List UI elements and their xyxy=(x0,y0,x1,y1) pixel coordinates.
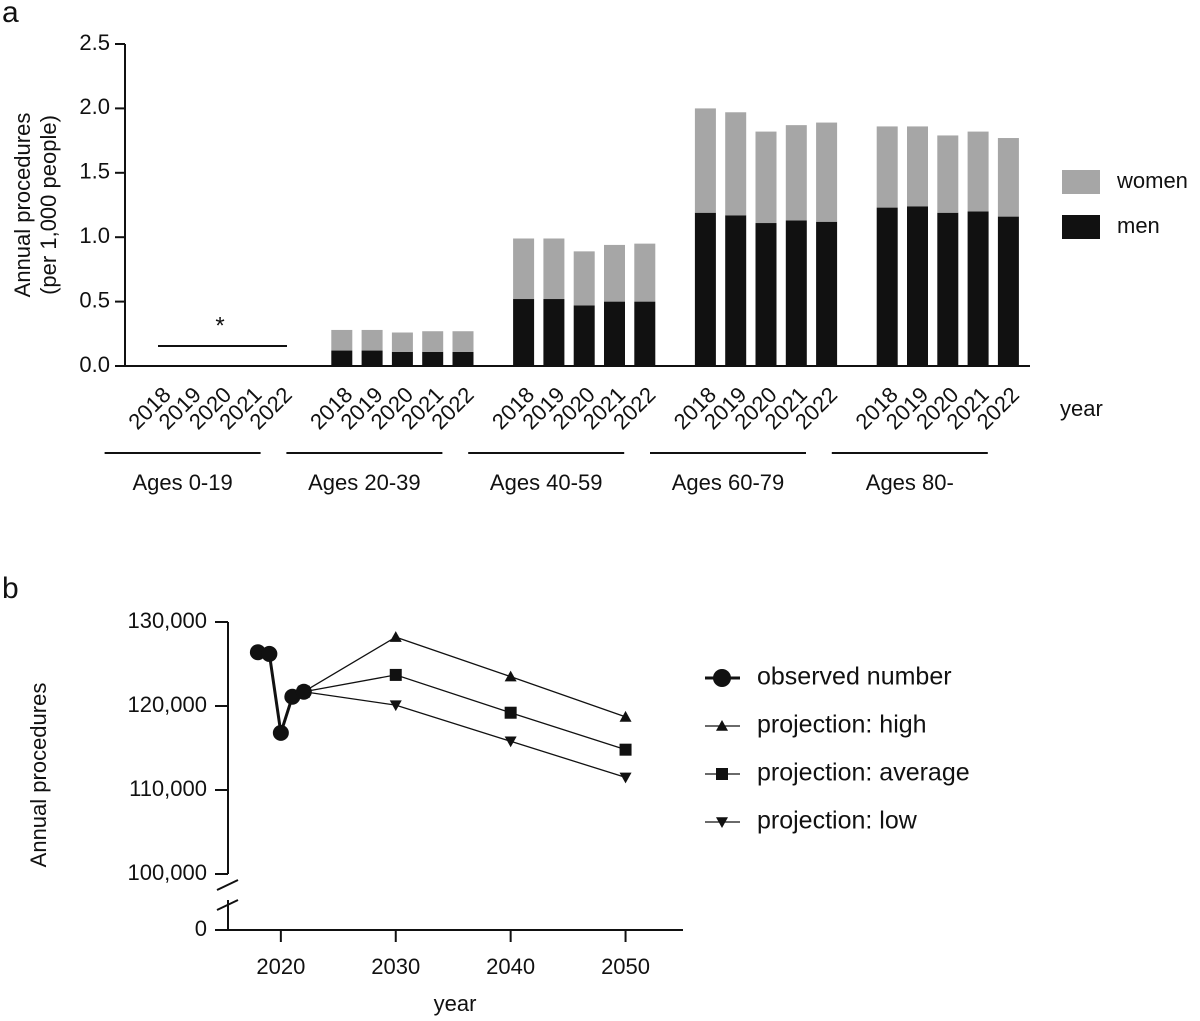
bar-segment xyxy=(573,305,595,366)
bar-segment xyxy=(604,301,625,366)
legend-label: observed number xyxy=(757,663,952,691)
bar-segment xyxy=(331,350,353,366)
panel-label: a xyxy=(2,0,19,29)
x-tick-label: 2030 xyxy=(371,954,420,979)
bar-segment xyxy=(876,126,898,208)
marker xyxy=(619,710,632,722)
bar-segment xyxy=(967,131,989,212)
bar-segment xyxy=(785,125,807,221)
legend-label: projection: low xyxy=(757,807,918,835)
group-label: Ages 80- xyxy=(866,470,954,495)
marker xyxy=(389,668,402,681)
bar-segment xyxy=(725,112,747,216)
legend-swatch xyxy=(1062,170,1100,194)
y-tick-label: 100,000 xyxy=(127,860,207,885)
marker xyxy=(504,706,517,719)
marker xyxy=(389,700,402,712)
marker xyxy=(504,670,517,682)
legend-label: men xyxy=(1117,213,1160,238)
x-axis-title: year xyxy=(434,991,477,1016)
marker xyxy=(261,645,278,662)
bar-segment xyxy=(725,215,747,366)
marker xyxy=(713,669,731,687)
panel-label: b xyxy=(2,572,19,605)
marker xyxy=(272,724,289,741)
marker xyxy=(295,683,312,700)
line xyxy=(303,674,626,751)
bar-segment xyxy=(694,108,716,213)
line xyxy=(303,636,626,718)
bar-segment xyxy=(422,331,444,352)
bar-segment xyxy=(997,138,1019,217)
bar-segment xyxy=(513,299,535,366)
annotation: * xyxy=(215,312,224,339)
y-axis-title-line: Annual procedures xyxy=(10,113,35,298)
x-tick-label: 2020 xyxy=(256,954,305,979)
y-axis-title-line: (per 1,000 people) xyxy=(36,115,61,295)
y-tick-label: 110,000 xyxy=(129,776,207,801)
bar-segment xyxy=(634,301,656,366)
bar-segment xyxy=(785,220,807,366)
y-tick-label: 2.0 xyxy=(79,94,110,119)
bar-segment xyxy=(907,126,928,207)
y-axis-title: Annual procedures xyxy=(26,683,51,868)
y-tick-label: 0 xyxy=(195,916,207,941)
x-axis-title: year xyxy=(1060,396,1103,421)
y-tick-label: 0.0 xyxy=(79,352,110,377)
bar-segment xyxy=(937,135,959,213)
bar-segment xyxy=(816,122,838,222)
line xyxy=(303,691,626,779)
legend-swatch xyxy=(1062,215,1100,239)
marker xyxy=(716,720,728,731)
group-label: Ages 40-59 xyxy=(490,470,603,495)
group-label: Ages 0-19 xyxy=(132,470,232,495)
y-tick-label: 1.0 xyxy=(79,223,110,248)
bar-segment xyxy=(452,331,474,352)
bar-segment xyxy=(513,238,535,300)
marker xyxy=(389,631,402,642)
bar-segment xyxy=(604,244,625,302)
legend-label: projection: average xyxy=(757,759,970,787)
bar-segment xyxy=(634,243,656,302)
group-label: Ages 20-39 xyxy=(308,470,421,495)
marker xyxy=(716,768,728,780)
y-tick-label: 2.5 xyxy=(79,30,110,55)
marker xyxy=(504,736,517,748)
bar-segment xyxy=(573,251,595,306)
bar-segment xyxy=(694,212,716,366)
bar-segment xyxy=(391,332,413,352)
legend-label: projection: high xyxy=(757,711,927,739)
bar-segment xyxy=(816,221,838,366)
bar-segment xyxy=(876,207,898,366)
x-tick-label: 2050 xyxy=(601,954,650,979)
y-axis-title: Annual procedures (per 1,000 people) xyxy=(10,113,61,298)
marker xyxy=(619,743,632,756)
bar-segment xyxy=(422,351,444,366)
marker xyxy=(716,817,728,828)
bar-segment xyxy=(997,216,1019,366)
bar-segment xyxy=(755,223,777,366)
axes xyxy=(216,622,683,931)
y-tick-label: 120,000 xyxy=(127,692,207,717)
bar-segment xyxy=(937,212,959,366)
group-label: Ages 60-79 xyxy=(672,470,785,495)
bar-segment xyxy=(967,211,989,366)
x-tick-label: 2040 xyxy=(486,954,535,979)
y-tick-label: 130,000 xyxy=(127,608,207,633)
y-tick-label: 0.5 xyxy=(79,287,110,312)
bar-segment xyxy=(391,351,413,366)
y-tick-label: 1.5 xyxy=(79,159,110,184)
legend-label: women xyxy=(1116,168,1188,193)
bar-segment xyxy=(361,329,383,351)
bar-segment xyxy=(452,351,474,366)
marker xyxy=(619,772,632,784)
bar-segment xyxy=(361,350,383,366)
bar-segment xyxy=(331,329,353,351)
bar-segment xyxy=(543,299,565,366)
bar-segment xyxy=(907,206,928,366)
bar-segment xyxy=(755,131,777,224)
bar-segment xyxy=(543,238,565,300)
